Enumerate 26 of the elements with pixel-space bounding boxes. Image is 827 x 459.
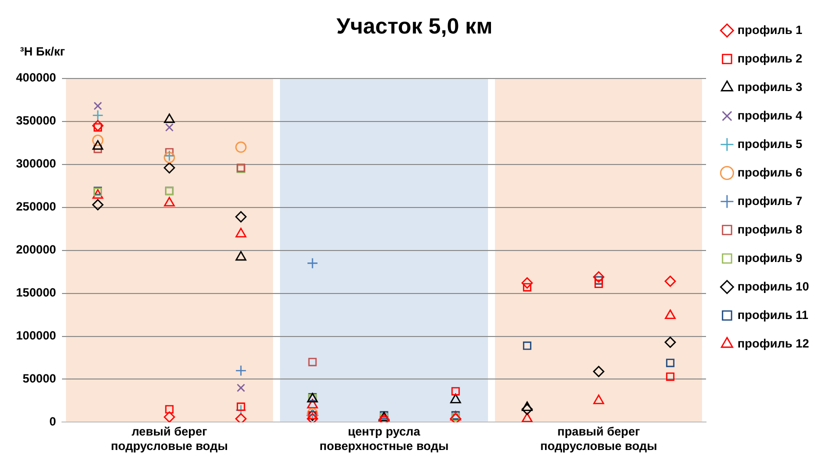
y-tick-label: 400000 <box>16 70 56 85</box>
legend-label: профиль 6 <box>738 165 803 180</box>
y-tick-label: 0 <box>49 414 56 429</box>
y-tick-label: 250000 <box>16 200 56 214</box>
y-axis-title: ³H Бк/кг <box>20 44 65 58</box>
x-tick-label: левый берег подрусловые воды <box>110 424 228 454</box>
legend-label: профиль 11 <box>738 308 809 322</box>
legend-label: профиль 2 <box>738 51 803 66</box>
legend-label: профиль 12 <box>738 336 810 350</box>
legend-label: профиль 7 <box>738 194 803 208</box>
y-tick-label: 350000 <box>16 114 56 128</box>
x-tick-label: правый берег подрусловые воды <box>540 424 658 454</box>
legend-label: профиль 9 <box>738 250 803 265</box>
y-tick-label: 50000 <box>22 372 56 386</box>
y-tick-label: 200000 <box>16 242 56 257</box>
chart-title: Участок 5,0 км <box>336 13 492 38</box>
y-tick-label: 100000 <box>16 328 56 343</box>
legend-label: профиль 8 <box>738 222 803 236</box>
legend-label: профиль 1 <box>738 22 803 37</box>
legend-label: профиль 3 <box>738 80 803 94</box>
legend-label: профиль 5 <box>738 136 803 151</box>
y-tick-label: 300000 <box>16 156 56 171</box>
legend-label: профиль 10 <box>738 279 810 294</box>
legend-label: профиль 4 <box>738 108 803 122</box>
x-tick-label: центр русла поверхностные воды <box>320 424 449 454</box>
y-tick-label: 150000 <box>16 286 56 300</box>
